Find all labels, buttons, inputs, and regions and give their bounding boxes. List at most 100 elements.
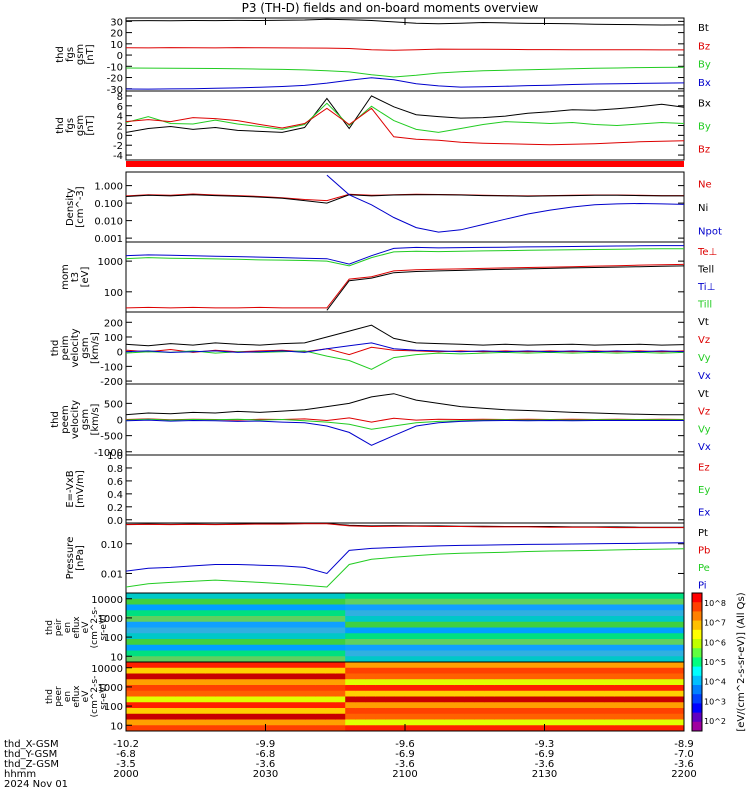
- spectrogram-cell: [215, 633, 227, 640]
- spectrogram-cell: [644, 725, 655, 732]
- legend-entry-peem_v-1: Vt: [698, 389, 709, 400]
- spectrogram-cell: [335, 713, 346, 720]
- spectrogram-cell: [205, 621, 217, 628]
- spectrogram-cell: [245, 719, 257, 726]
- y-axis-label-line: mom: [60, 264, 71, 290]
- spectrogram-cell: [584, 644, 595, 651]
- spectrogram-cell: [574, 598, 585, 605]
- spectrogram-cell: [434, 604, 446, 611]
- spectrogram-cell: [225, 667, 237, 674]
- spectrogram-cell: [484, 713, 496, 720]
- spectrogram-cell: [365, 696, 376, 703]
- spectrogram-cell: [424, 604, 436, 611]
- spectrogram-cell: [414, 667, 426, 674]
- spectrogram-cell: [145, 685, 157, 692]
- spectrogram-cell: [664, 644, 675, 651]
- spectrogram-cell: [544, 639, 555, 646]
- spectrogram-cell: [434, 616, 446, 623]
- y-axis-label-line: thd: [45, 620, 55, 635]
- y-tick-label: 0.001: [94, 234, 123, 245]
- spectrogram-cell: [424, 679, 436, 686]
- spectrogram-cell: [424, 656, 436, 663]
- spectrogram-cell: [145, 662, 157, 669]
- y-tick-label: 200: [104, 318, 123, 329]
- spectrogram-cell: [265, 679, 276, 686]
- spectrogram-cell: [375, 696, 386, 703]
- spectrogram-cell: [604, 616, 615, 623]
- spectrogram-cell: [474, 621, 486, 628]
- y-tick-label: -500: [100, 432, 123, 443]
- spectrogram-cell: [634, 667, 645, 674]
- orbit-row-value: -9.6: [395, 739, 415, 750]
- spectrogram-cell: [135, 719, 147, 726]
- spectrogram-cell: [454, 616, 466, 623]
- spectrogram-cell: [564, 627, 575, 634]
- spectrogram-cell: [524, 725, 536, 732]
- spectrogram-cell: [225, 656, 237, 663]
- y-axis-label-line: en: [63, 691, 73, 702]
- spectrogram-cell: [464, 604, 476, 611]
- spectrogram-cell: [604, 650, 615, 657]
- spectrogram-cell: [265, 604, 276, 611]
- spectrogram-cell: [594, 667, 605, 674]
- spectrogram-cell: [574, 685, 585, 692]
- spectrogram-cell: [375, 673, 386, 680]
- spectrogram-cell: [634, 662, 645, 669]
- spectrogram-cell: [155, 650, 167, 657]
- spectrogram-cell: [295, 713, 306, 720]
- spectrogram-cell: [245, 621, 257, 628]
- spectrogram-cell: [305, 650, 316, 657]
- spectrogram-cell: [634, 725, 645, 732]
- spectrogram-cell: [474, 616, 486, 623]
- spectrogram-cell: [554, 708, 565, 715]
- spectrogram-cell: [594, 604, 605, 611]
- spectrogram-cell: [424, 610, 436, 617]
- y-axis-label-line: [eV]: [80, 267, 91, 288]
- spectrogram-cell: [185, 650, 197, 657]
- spectrogram-cell: [385, 604, 396, 611]
- spectrogram-cell: [265, 639, 276, 646]
- spectrogram-cell: [305, 690, 316, 697]
- spectrogram-cell: [285, 604, 296, 611]
- spectrogram-cell: [474, 593, 486, 600]
- y-tick-label: -100: [100, 362, 123, 373]
- spectrogram-cell: [315, 708, 326, 715]
- spectrogram-cell: [484, 696, 496, 703]
- spectrogram-cell: [275, 702, 286, 709]
- spectrogram-cell: [594, 593, 605, 600]
- spectrogram-cell: [265, 725, 276, 732]
- spectrogram-cell: [225, 633, 237, 640]
- spectrogram-cell: [554, 621, 565, 628]
- spectrogram-cell: [345, 713, 356, 720]
- spectrogram-cell: [524, 627, 536, 634]
- spectrogram-cell: [335, 610, 346, 617]
- spectrogram-cell: [604, 708, 615, 715]
- spectrogram-cell: [604, 604, 615, 611]
- spectrogram-cell: [275, 696, 286, 703]
- spectrogram-cell: [285, 633, 296, 640]
- spectrogram-cell: [205, 673, 217, 680]
- y-axis-label-line: peir: [54, 618, 64, 636]
- legend-entry-temps-3: Ti⊥: [697, 282, 715, 293]
- spectrogram-cell: [474, 656, 486, 663]
- legend-entry-fgs_gse-1: Bx: [698, 99, 711, 110]
- spectrogram-cell: [395, 662, 406, 669]
- spectrogram-cell: [614, 604, 625, 611]
- spectrogram-cell: [574, 713, 585, 720]
- spectrogram-cell: [534, 598, 545, 605]
- spectrogram-cell: [215, 719, 227, 726]
- spectrogram-cell: [245, 616, 257, 623]
- spectrogram-cell: [345, 708, 356, 715]
- spectrogram-cell: [574, 702, 585, 709]
- colorbar-segment: [692, 666, 702, 677]
- spectrogram-cell: [375, 719, 386, 726]
- spectrogram-cell: [444, 616, 456, 623]
- spectrogram-cell: [614, 593, 625, 600]
- y-tick-label: 20: [110, 29, 123, 40]
- spectrogram-cell: [155, 673, 167, 680]
- spectrogram-cell: [544, 662, 555, 669]
- spectrogram-cell: [335, 679, 346, 686]
- spectrogram-cell: [135, 598, 147, 605]
- spectrogram-cell: [305, 604, 316, 611]
- spectrogram-cell: [584, 702, 595, 709]
